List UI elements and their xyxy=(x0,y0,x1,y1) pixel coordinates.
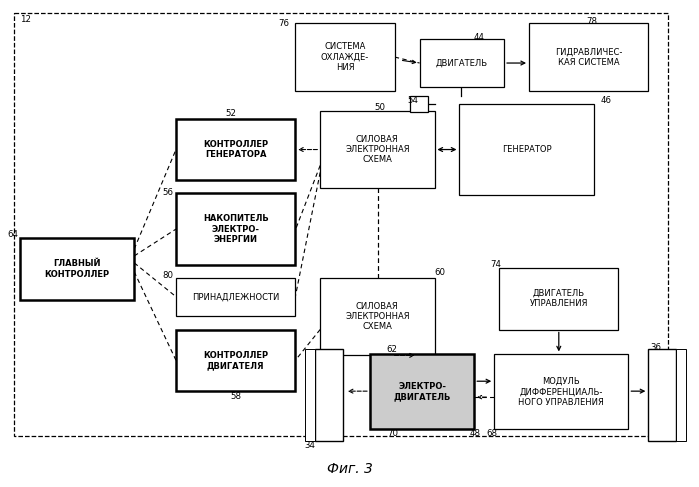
Bar xyxy=(499,268,619,330)
Text: 58: 58 xyxy=(230,392,241,401)
Text: 34: 34 xyxy=(305,441,316,450)
Text: 62: 62 xyxy=(387,345,397,354)
Bar xyxy=(315,349,343,441)
Text: СИЛОВАЯ
ЭЛЕКТРОННАЯ
СХЕМА: СИЛОВАЯ ЭЛЕКТРОННАЯ СХЕМА xyxy=(345,134,410,165)
Bar xyxy=(529,23,648,91)
Text: 44: 44 xyxy=(474,33,484,42)
Text: 80: 80 xyxy=(163,271,173,281)
Text: КОНТРОЛЛЕР
ГЕНЕРАТОРА: КОНТРОЛЛЕР ГЕНЕРАТОРА xyxy=(203,140,268,159)
Bar xyxy=(295,23,395,91)
Text: 12: 12 xyxy=(20,15,31,24)
Bar xyxy=(419,39,504,87)
Bar xyxy=(370,355,475,429)
Bar xyxy=(648,349,676,441)
Text: 60: 60 xyxy=(434,268,445,277)
Text: СИСТЕМА
ОХЛАЖДЕ-
НИЯ: СИСТЕМА ОХЛАЖДЕ- НИЯ xyxy=(321,42,369,72)
Text: 78: 78 xyxy=(586,17,597,26)
Text: 68: 68 xyxy=(487,430,498,438)
Text: ДВИГАТЕЛЬ
УПРАВЛЕНИЯ: ДВИГАТЕЛЬ УПРАВЛЕНИЯ xyxy=(530,289,588,308)
Bar xyxy=(320,278,435,356)
Text: 64: 64 xyxy=(8,229,18,239)
Text: ЭЛЕКТРО-
ДВИГАТЕЛЬ: ЭЛЕКТРО- ДВИГАТЕЛЬ xyxy=(394,382,451,401)
Bar xyxy=(305,349,315,441)
Text: СИЛОВАЯ
ЭЛЕКТРОННАЯ
СХЕМА: СИЛОВАЯ ЭЛЕКТРОННАЯ СХЕМА xyxy=(345,301,410,332)
Text: 74: 74 xyxy=(491,261,502,269)
Text: ГИДРАВЛИЧЕС-
КАЯ СИСТЕМА: ГИДРАВЛИЧЕС- КАЯ СИСТЕМА xyxy=(555,47,622,67)
Text: 76: 76 xyxy=(278,19,289,28)
Bar xyxy=(494,355,628,429)
Text: ГЕНЕРАТОР: ГЕНЕРАТОР xyxy=(502,145,552,154)
Text: 70: 70 xyxy=(387,430,398,438)
Bar xyxy=(14,13,668,436)
Text: 56: 56 xyxy=(163,188,173,197)
Bar xyxy=(176,278,295,316)
Text: 46: 46 xyxy=(601,96,612,105)
Bar xyxy=(320,111,435,188)
Text: ДВИГАТЕЛЬ: ДВИГАТЕЛЬ xyxy=(435,58,488,68)
Text: НАКОПИТЕЛЬ
ЭЛЕКТРО-
ЭНЕРГИИ: НАКОПИТЕЛЬ ЭЛЕКТРО- ЭНЕРГИИ xyxy=(203,214,268,244)
Text: 48: 48 xyxy=(470,430,481,438)
Bar xyxy=(676,349,686,441)
Text: КОНТРОЛЛЕР
ДВИГАТЕЛЯ: КОНТРОЛЛЕР ДВИГАТЕЛЯ xyxy=(203,351,268,370)
Bar xyxy=(176,193,295,265)
Bar xyxy=(459,104,593,195)
Text: 36: 36 xyxy=(651,343,662,352)
Text: 50: 50 xyxy=(375,103,385,112)
Text: Фиг. 3: Фиг. 3 xyxy=(326,462,373,476)
Bar xyxy=(410,96,428,112)
Bar xyxy=(176,330,295,391)
Text: ПРИНАДЛЕЖНОСТИ: ПРИНАДЛЕЖНОСТИ xyxy=(192,292,280,301)
Text: 52: 52 xyxy=(225,109,236,118)
Bar xyxy=(176,119,295,180)
Text: 54: 54 xyxy=(407,96,418,105)
Text: МОДУЛЬ
ДИФФЕРЕНЦИАЛЬ-
НОГО УПРАВЛЕНИЯ: МОДУЛЬ ДИФФЕРЕНЦИАЛЬ- НОГО УПРАВЛЕНИЯ xyxy=(519,377,604,407)
Bar xyxy=(20,238,134,300)
Text: ГЛАВНЫЙ
КОНТРОЛЛЕР: ГЛАВНЫЙ КОНТРОЛЛЕР xyxy=(45,259,110,279)
